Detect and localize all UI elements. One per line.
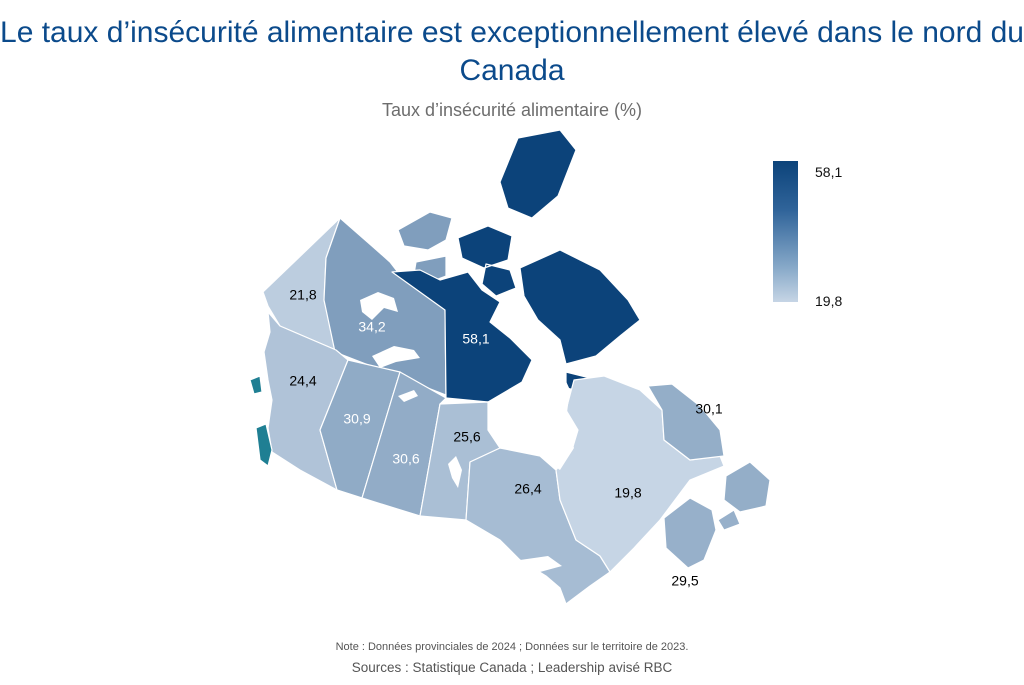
lake-great-bear: [360, 292, 398, 320]
lake-great-slave: [372, 346, 420, 368]
legend-min-label: 19,8: [815, 293, 843, 309]
sources: Sources : Statistique Canada ; Leadershi…: [351, 660, 673, 675]
hudson-bay: [488, 368, 574, 470]
lake-winnipeg: [448, 456, 462, 488]
region-ontario: [465, 447, 611, 605]
label-northwest-territories: 34,2: [358, 319, 385, 335]
label-newfoundland-labrador: 30,1: [695, 401, 722, 417]
region-quebec: [555, 375, 725, 573]
region-newfoundland-labrador: [647, 383, 771, 513]
region-vancouver-island: [249, 375, 273, 467]
label-quebec: 19,8: [614, 485, 641, 501]
lake-superior: [520, 556, 562, 572]
lake-athabasca: [398, 390, 418, 402]
legend-max-label: 58,1: [815, 164, 843, 180]
region-nunavut-islands: [457, 129, 641, 393]
region-maritimes: [663, 497, 741, 569]
label-saskatchewan: 30,6: [392, 451, 419, 467]
region-nunavut: [391, 269, 533, 403]
label-yukon: 21,8: [289, 287, 316, 303]
label-manitoba: 25,6: [453, 429, 480, 445]
chart-title: Le taux d’insécurité alimentaire est exc…: [0, 16, 1024, 87]
chart-subtitle: Taux d’insécurité alimentaire (%): [381, 100, 643, 120]
label-british-columbia: 24,4: [289, 373, 316, 389]
label-maritimes: 29,5: [671, 573, 698, 589]
label-nunavut: 58,1: [462, 331, 489, 347]
label-alberta: 30,9: [343, 411, 370, 427]
legend-color-scale: [773, 161, 798, 302]
region-british-columbia: [263, 311, 349, 491]
label-ontario: 26,4: [514, 481, 541, 497]
footnote: Note : Données provinciales de 2024 ; Do…: [335, 641, 689, 653]
